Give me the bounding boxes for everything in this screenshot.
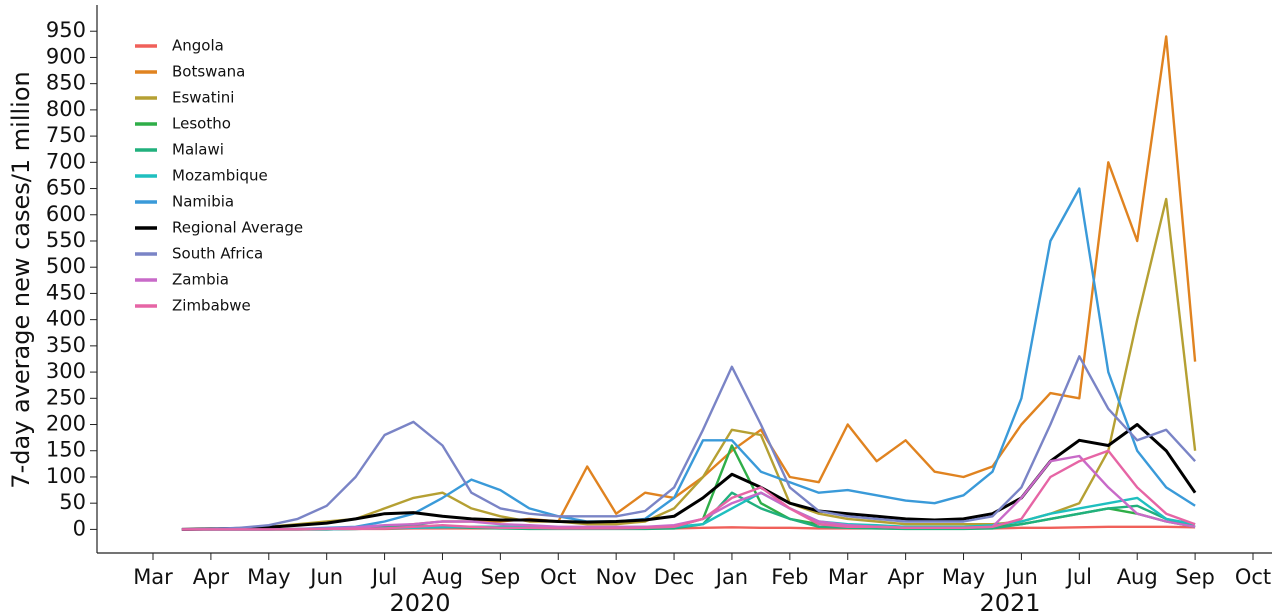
y-tick-label: 150 xyxy=(46,438,86,462)
y-tick-label: 750 xyxy=(46,123,86,147)
y-tick-label: 250 xyxy=(46,385,86,409)
year-label: 2021 xyxy=(979,589,1040,615)
y-tick-label: 700 xyxy=(46,149,86,173)
legend-label: Lesotho xyxy=(172,115,231,133)
x-tick-label: Oct xyxy=(540,565,576,589)
x-tick-label: Mar xyxy=(828,565,868,589)
x-tick-label: May xyxy=(942,565,985,589)
x-tick-label: Sep xyxy=(481,565,521,589)
x-tick-label: Jun xyxy=(1003,565,1038,589)
legend-label: Zambia xyxy=(172,271,229,289)
y-tick-label: 800 xyxy=(46,97,86,121)
x-tick-label: Aug xyxy=(422,565,463,589)
y-tick-label: 400 xyxy=(46,307,86,331)
legend-label: Angola xyxy=(172,37,224,55)
legend-label: South Africa xyxy=(172,245,263,263)
legend-label: Eswatini xyxy=(172,89,234,107)
y-tick-label: 300 xyxy=(46,359,86,383)
y-tick-label: 500 xyxy=(46,254,86,278)
series-line xyxy=(181,187,1196,531)
legend-label: Malawi xyxy=(172,141,224,159)
y-tick-label: 900 xyxy=(46,44,86,68)
x-tick-label: Apr xyxy=(193,565,230,589)
y-tick-label: 200 xyxy=(46,412,86,436)
y-tick-label: 0 xyxy=(73,516,86,540)
x-tick-label: Apr xyxy=(887,565,924,589)
x-tick-label: Mar xyxy=(133,565,173,589)
legend-label: Zimbabwe xyxy=(172,297,251,315)
y-tick-label: 100 xyxy=(46,464,86,488)
y-tick-label: 850 xyxy=(46,71,86,95)
series-line xyxy=(181,355,1196,531)
legend-label: Regional Average xyxy=(172,219,303,237)
y-tick-label: 350 xyxy=(46,333,86,357)
legend-label: Botswana xyxy=(172,63,245,81)
x-tick-label: Aug xyxy=(1117,565,1158,589)
y-tick-label: 600 xyxy=(46,202,86,226)
series-line xyxy=(181,449,1196,531)
x-tick-label: May xyxy=(247,565,290,589)
x-tick-label: Jul xyxy=(1065,565,1092,589)
y-tick-label: 50 xyxy=(59,490,86,514)
y-axis-label: 7-day average new cases/1 million xyxy=(7,71,35,488)
year-label: 2020 xyxy=(389,589,450,615)
x-tick-label: Feb xyxy=(771,565,808,589)
legend-label: Mozambique xyxy=(172,167,268,185)
y-tick-label: 650 xyxy=(46,176,86,200)
x-tick-label: Jul xyxy=(370,565,397,589)
legend-label: Namibia xyxy=(172,193,234,211)
x-tick-label: Nov xyxy=(596,565,637,589)
x-tick-label: Jan xyxy=(714,565,748,589)
y-tick-label: 450 xyxy=(46,280,86,304)
series-line xyxy=(181,197,1197,531)
x-tick-label: Jun xyxy=(308,565,343,589)
y-tick-label: 550 xyxy=(46,228,86,252)
x-tick-label: Dec xyxy=(654,565,695,589)
x-tick-label: Oct xyxy=(1235,565,1271,589)
y-tick-label: 950 xyxy=(46,18,86,42)
x-tick-label: Sep xyxy=(1175,565,1215,589)
